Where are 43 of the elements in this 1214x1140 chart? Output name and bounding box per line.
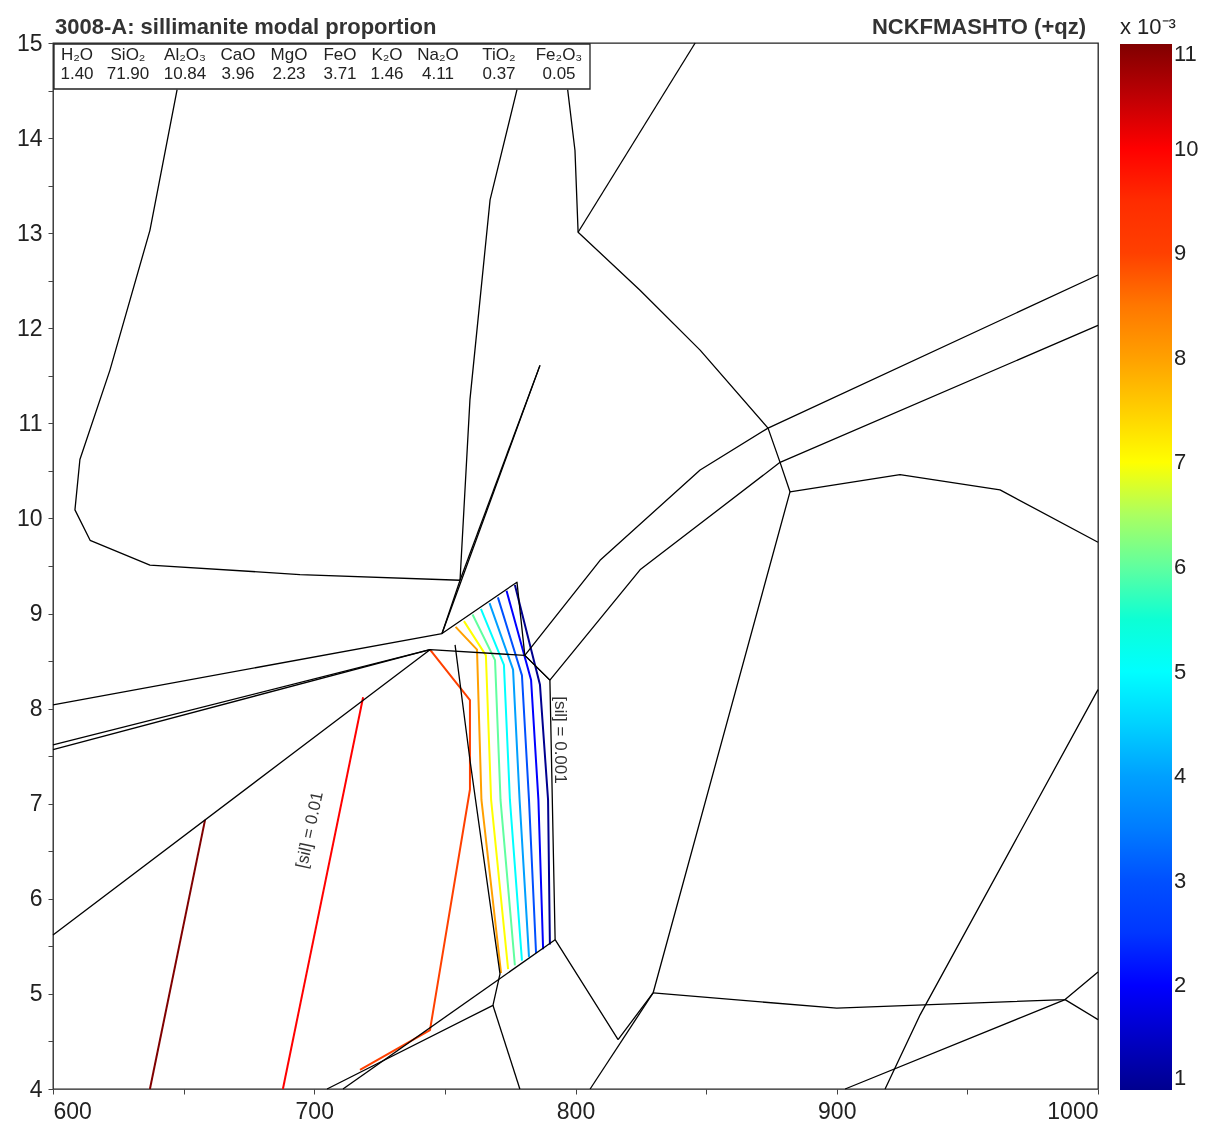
annotation: SiO₂ 71.90 xyxy=(106,45,150,83)
y-tick-label: 13 xyxy=(16,219,43,246)
color-bar-label: 7 xyxy=(1174,449,1187,475)
annotation: H₂O 1.40 xyxy=(60,45,94,83)
color-bar-label: 3 xyxy=(1174,867,1187,893)
color-bar-label: 4 xyxy=(1174,763,1187,789)
y-tick-label: 5 xyxy=(29,980,43,1007)
chart-title: 3008-A: sillimanite modal proportion xyxy=(55,14,437,39)
y-tick-label: 6 xyxy=(29,885,43,912)
annotation: Fe₂O₃ 0.05 xyxy=(535,45,583,83)
y-tick-label: 10 xyxy=(16,504,43,531)
x-tick-label: 1000 xyxy=(1047,1097,1099,1124)
y-tick-label: 8 xyxy=(29,695,43,722)
x-tick-label: 800 xyxy=(556,1097,596,1124)
annotation: [sil] = 0.01 xyxy=(292,789,327,870)
color-bar-label: 11 xyxy=(1174,41,1197,66)
chart-subtitle: NCKFMASHTO (+qz) xyxy=(871,14,1086,39)
annotation: Na₂O 4.11 xyxy=(417,45,459,83)
color-bar-title: x 10⁻³ xyxy=(1120,14,1176,39)
y-tick-label: 11 xyxy=(18,409,43,436)
color-bar-label: 6 xyxy=(1174,554,1187,579)
color-bar-label: 2 xyxy=(1174,972,1187,998)
annotation: CaO 3.96 xyxy=(220,45,256,83)
y-tick-label: 15 xyxy=(16,29,43,56)
y-tick-label: 4 xyxy=(29,1075,43,1102)
color-bar-label: 10 xyxy=(1174,135,1199,161)
annotation: K₂O 1.46 xyxy=(370,45,404,83)
color-bar-label: 1 xyxy=(1174,1065,1187,1090)
annotation: FeO 3.71 xyxy=(323,45,357,83)
annotation: TiO₂ 0.37 xyxy=(482,45,516,83)
annotation: [sil] = 0.001 xyxy=(551,696,570,784)
y-tick-label: 12 xyxy=(16,314,43,341)
color-bar-label: 9 xyxy=(1174,240,1187,266)
color-bar-label: 5 xyxy=(1174,658,1187,684)
y-tick-label: 7 xyxy=(29,790,43,817)
color-bar-label: 8 xyxy=(1174,344,1187,370)
annotation: Al₂O₃ 10.84 xyxy=(163,45,207,83)
x-tick-label: 600 xyxy=(53,1097,92,1124)
y-tick-label: 9 xyxy=(29,600,43,627)
annotation: MgO 2.23 xyxy=(270,45,308,83)
x-tick-label: 900 xyxy=(818,1097,857,1124)
x-tick-label: 700 xyxy=(295,1097,334,1124)
y-tick-label: 14 xyxy=(16,124,43,151)
